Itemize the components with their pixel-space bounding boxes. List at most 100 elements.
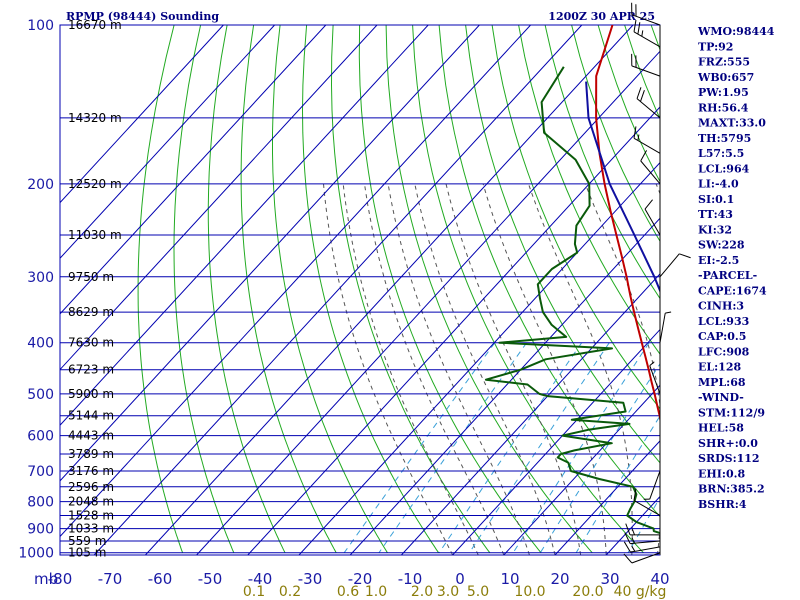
wind-barb-feather — [624, 532, 631, 544]
wind-barb — [659, 311, 672, 343]
wind-barb — [625, 523, 660, 536]
wind-barb-staff — [630, 540, 661, 545]
dry-adiabat — [272, 25, 388, 553]
moist-adiabat — [364, 183, 505, 555]
dry-adiabat — [784, 25, 800, 553]
wind-barb-staff — [631, 14, 661, 26]
temperature-tick-label: -70 — [98, 570, 123, 588]
wind-barb-feather — [637, 134, 640, 141]
height-label: 1033 m — [68, 522, 114, 536]
pressure-tick-label: 1000 — [18, 546, 54, 562]
index-value: EHI:0.8 — [698, 467, 745, 480]
index-value: KI:32 — [698, 223, 732, 236]
height-label: 16670 m — [68, 18, 122, 32]
moist-adiabat — [528, 183, 633, 555]
isotherm-line — [349, 217, 660, 555]
wind-barb — [649, 361, 661, 395]
index-value: BSHR:4 — [698, 498, 747, 511]
chart-time: 1200Z 30 APR 25 — [548, 10, 655, 23]
height-label: 105 m — [68, 546, 106, 560]
chart-title: RPMP (98444) Sounding — [66, 10, 219, 23]
wind-barb-feather — [640, 150, 648, 162]
height-label: 11030 m — [68, 228, 122, 242]
height-label: 1528 m — [68, 508, 114, 522]
height-label: 8629 m — [68, 305, 114, 319]
wind-barb — [643, 470, 661, 500]
height-label: 5900 m — [68, 387, 114, 401]
isotherm-line — [93, 25, 583, 555]
temperature-tick-label: -20 — [348, 570, 373, 588]
moist-adiabat — [482, 183, 607, 555]
mixing-ratio-line — [575, 415, 660, 553]
wind-barb-feather — [636, 87, 642, 99]
dry-adiabat — [358, 25, 542, 554]
mixing-ratio-label: 3.0 — [437, 584, 459, 600]
isotherm-line — [298, 161, 660, 555]
temperature-tick-label: -80 — [48, 570, 73, 588]
pressure-tick-label: 200 — [27, 177, 54, 193]
isotherm-line — [196, 50, 660, 555]
isotherm-line — [401, 273, 660, 555]
temperature-tick-label: 0 — [455, 570, 465, 588]
pressure-tick-label: 700 — [27, 464, 54, 480]
height-label: 5144 m — [68, 409, 114, 423]
stability-indices: WMO:98444 TP:92 FRZ:555 WB0:657 PW:1.95 RH:56… — [697, 25, 775, 511]
temperature-tick-label: 10 — [500, 570, 519, 588]
wind-barb-staff — [649, 470, 661, 500]
temperature-axis-labels: -80 -70 -60 -50 -40 -30 -20 -10 0 10 20 30 40 — [48, 570, 670, 588]
height-label: 3789 m — [68, 447, 114, 461]
height-label: 14320 m — [68, 111, 122, 125]
pressure-unit-label: mb — [34, 570, 58, 588]
mixing-ratio-labels: 0.1 0.2 0.6 1.0 2.0 3.0 5.0 10.0 20.0 40 g/kg — [243, 584, 667, 600]
parcel-profile — [585, 81, 660, 294]
isotherm-line — [60, 25, 327, 315]
wind-barb-feather — [639, 90, 645, 102]
index-value: TP:92 — [698, 40, 733, 53]
mixing-ratio-label: 20.0 — [572, 584, 603, 600]
wind-barb-feather — [631, 545, 636, 552]
mixing-ratio-label: 2.0 — [411, 584, 433, 600]
index-value: LCL:964 — [698, 162, 750, 175]
index-value: SW:228 — [698, 239, 745, 252]
wind-barb-column — [623, 2, 691, 564]
wind-barb-feather — [641, 30, 644, 37]
moist-adiabat — [414, 183, 556, 555]
index-value: WMO:98444 — [697, 25, 775, 38]
index-value: CINH:3 — [698, 300, 744, 313]
height-label: 559 m — [68, 534, 106, 548]
wind-barb-staff — [631, 552, 661, 564]
index-value: HEL:58 — [698, 422, 744, 435]
index-value: BRN:385.2 — [698, 483, 765, 496]
wind-barb-feather — [623, 541, 631, 553]
index-value: SRDS:112 — [698, 452, 760, 465]
index-value: EI:-2.5 — [698, 254, 739, 267]
wind-barb-feather — [665, 311, 672, 314]
index-value: MAXT:33.0 — [698, 117, 766, 130]
moist-adiabat — [655, 183, 660, 195]
dry-adiabat — [173, 25, 235, 553]
index-value: RH:56.4 — [698, 101, 749, 114]
moist-adiabat — [445, 183, 582, 555]
wind-barb-feather — [679, 253, 691, 259]
mixing-ratio-label: 40 g/kg — [614, 584, 667, 600]
wind-barb-staff — [649, 365, 661, 395]
index-value: SHR+:0.0 — [698, 437, 758, 450]
wind-barb — [644, 199, 661, 236]
wind-barb-feather — [633, 126, 637, 139]
index-value: CAPE:1674 — [698, 284, 767, 297]
wind-barb-feather — [631, 529, 635, 536]
isotherm-line — [452, 328, 660, 555]
wind-barb-feather — [644, 199, 653, 210]
index-value: STM:112/9 — [698, 406, 765, 419]
wind-barb-staff — [633, 137, 661, 154]
wind-barb — [631, 2, 661, 26]
mixing-ratio-label: 10.0 — [514, 584, 545, 600]
index-value: MPL:68 — [698, 376, 746, 389]
temperature-tick-label: 20 — [550, 570, 569, 588]
isotherm-line — [247, 106, 660, 555]
mixing-ratio-line — [512, 342, 650, 553]
isotherm-line — [60, 25, 480, 482]
pressure-axis-labels: 100 200 300 400 500 600 700 800 900 1000 mb — [18, 18, 58, 588]
mixing-ratio-label: 0.6 — [337, 584, 359, 600]
